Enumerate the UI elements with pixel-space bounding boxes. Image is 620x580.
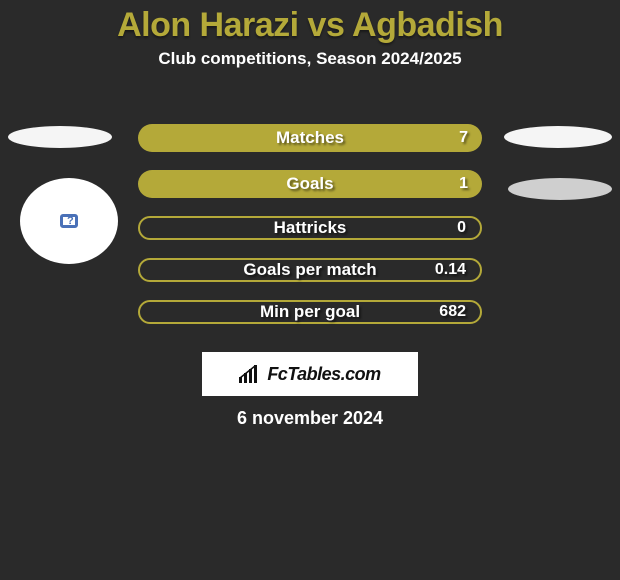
decoration-ellipse-right-1 — [504, 126, 612, 148]
stat-label: Goals — [286, 174, 333, 194]
stat-row: Min per goal 682 — [138, 300, 482, 324]
stat-label: Goals per match — [243, 260, 376, 280]
page-title: Alon Harazi vs Agbadish — [0, 0, 620, 45]
stat-value: 682 — [439, 303, 466, 321]
footer-date: 6 november 2024 — [0, 408, 620, 429]
stat-value: 0.14 — [435, 261, 466, 279]
bars-icon — [239, 365, 261, 383]
attribution-box: FcTables.com — [202, 352, 418, 396]
decoration-ellipse-left — [8, 126, 112, 148]
stat-row: Hattricks 0 — [138, 216, 482, 240]
stats-bars: Matches 7 Goals 1 Hattricks 0 Goals per match 0… — [138, 124, 482, 342]
player-circle — [20, 178, 118, 264]
stat-value: 0 — [457, 219, 466, 237]
stat-label: Hattricks — [274, 218, 347, 238]
stat-label: Matches — [276, 128, 344, 148]
decoration-ellipse-right-2 — [508, 178, 612, 200]
stat-value: 7 — [459, 129, 468, 147]
stat-value: 1 — [459, 175, 468, 193]
subtitle: Club competitions, Season 2024/2025 — [0, 49, 620, 69]
stat-row: Goals 1 — [138, 170, 482, 198]
placeholder-icon — [60, 214, 78, 228]
stat-row: Goals per match 0.14 — [138, 258, 482, 282]
stat-label: Min per goal — [260, 302, 360, 322]
attribution-text: FcTables.com — [267, 364, 380, 385]
stat-row: Matches 7 — [138, 124, 482, 152]
